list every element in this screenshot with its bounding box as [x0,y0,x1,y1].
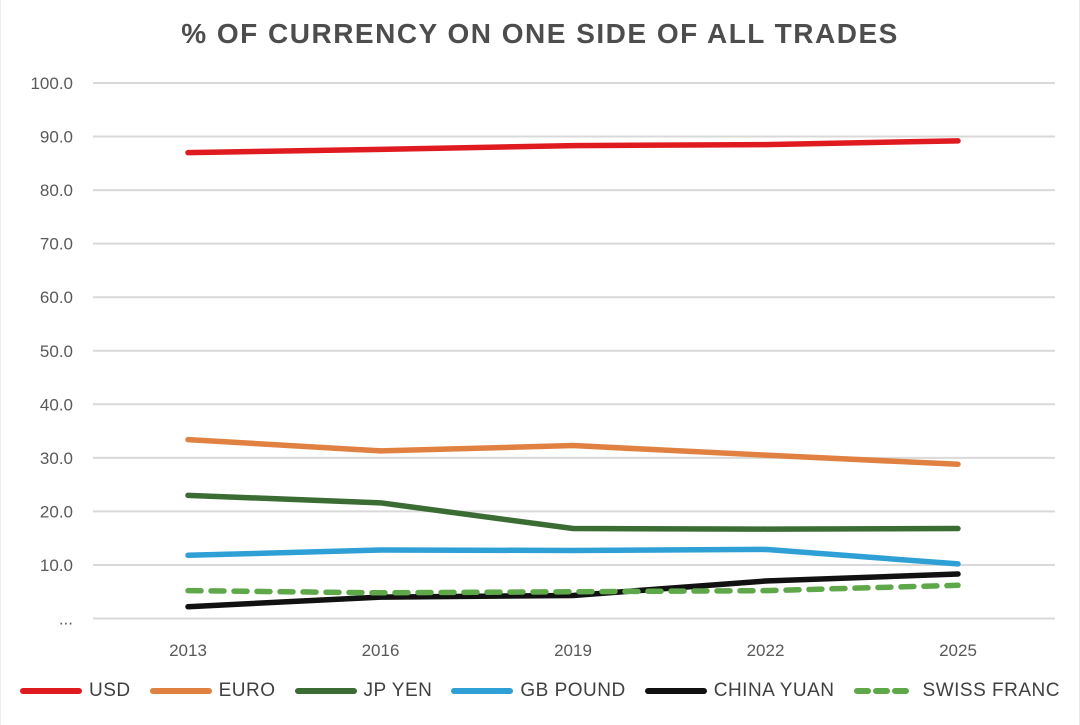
y-tick-label-20: 20.0 [40,502,73,521]
legend-label-usd: USD [89,680,131,701]
series-line-gb-pound [185,546,961,567]
legend-item-jp-yen: JP YEN [294,680,433,702]
chart-legend: USD EURO JP YEN GB POUND CHINA YUAN SWISS FRA… [0,680,1080,702]
x-tick-label-2022: 2022 [747,641,785,660]
x-tick-label-2025: 2025 [939,641,977,660]
chart-title: % OF CURRENCY ON ONE SIDE OF ALL TRADES [181,18,899,49]
legend-label-gb-pound: GB POUND [520,680,626,701]
y-tick-label-80: 80.0 [40,181,73,200]
line-chart: 100.0 90.0 80.0 70.0 60.0 50.0 40.0 30.0 20.0 10.… [30,74,1055,660]
legend-swatch-usd-line-icon [20,688,82,694]
y-tick-label-30: 30.0 [40,449,73,468]
legend-item-gb-pound: GB POUND [451,680,625,702]
legend-swatch-china-yuan-line-icon [644,688,707,694]
legend-swatch-euro-line-icon [149,688,212,694]
series-line-china-yuan [185,571,961,610]
legend-label-swiss-franc: SWISS FRANC [922,680,1060,701]
legend-item-china-yuan: CHINA YUAN [644,680,835,702]
legend-swatch-jp-yen-line-icon [294,688,357,694]
y-tick-label-90: 90.0 [40,128,73,147]
legend-label-euro: EURO [218,680,276,701]
series-line-jp-yen [185,492,961,532]
legend-item-usd: USD [20,680,131,702]
series-line-swiss-franc [185,582,961,596]
y-tick-label-70: 70.0 [40,235,73,254]
x-tick-label-2016: 2016 [362,641,400,660]
legend-swatch-swiss-franc-line-icon [853,688,916,694]
legend-label-china-yuan: CHINA YUAN [713,680,835,701]
series-line-euro [185,436,961,468]
series-line-usd [185,138,961,156]
legend-item-swiss-franc: SWISS FRANC [853,680,1060,702]
x-tick-label-2013: 2013 [169,641,207,660]
x-tick-label-2019: 2019 [554,641,592,660]
y-tick-label-50: 50.0 [40,342,73,361]
y-tick-label-40: 40.0 [40,395,73,414]
y-tick-label-100: 100.0 [30,74,73,93]
legend-swatch-gb-pound-line-icon [451,688,514,694]
y-tick-label-60: 60.0 [40,288,73,307]
legend-label-jp-yen: JP YEN [363,680,433,701]
legend-item-euro: EURO [149,680,276,702]
y-tick-label-10: 10.0 [40,556,73,575]
y-tick-label-0: ... [59,610,73,629]
